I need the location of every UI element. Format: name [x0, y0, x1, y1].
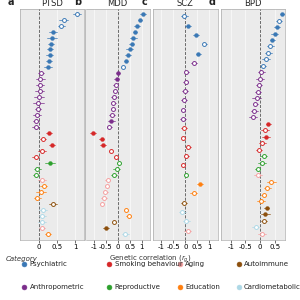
Title: BPD: BPD [244, 0, 262, 8]
Text: d: d [209, 0, 216, 7]
Text: Education: Education [185, 284, 220, 290]
Title: MDD: MDD [108, 0, 128, 8]
Text: c: c [141, 0, 147, 7]
Text: Anthropometric: Anthropometric [29, 284, 84, 290]
Text: Genetic correlation ($r_g$): Genetic correlation ($r_g$) [109, 254, 191, 265]
Text: Autoimmune: Autoimmune [244, 261, 289, 267]
Title: SCZ: SCZ [177, 0, 194, 8]
Text: Aging: Aging [185, 261, 205, 267]
Text: Cardiometabolic: Cardiometabolic [244, 284, 300, 290]
Text: b: b [74, 0, 81, 7]
Text: Category: Category [6, 256, 38, 262]
Text: Reproductive: Reproductive [115, 284, 160, 290]
Text: a: a [8, 0, 14, 7]
Title: PTSD: PTSD [41, 0, 63, 8]
Text: Psychiatric: Psychiatric [29, 261, 67, 267]
Text: Smoking behaviour: Smoking behaviour [115, 261, 182, 267]
